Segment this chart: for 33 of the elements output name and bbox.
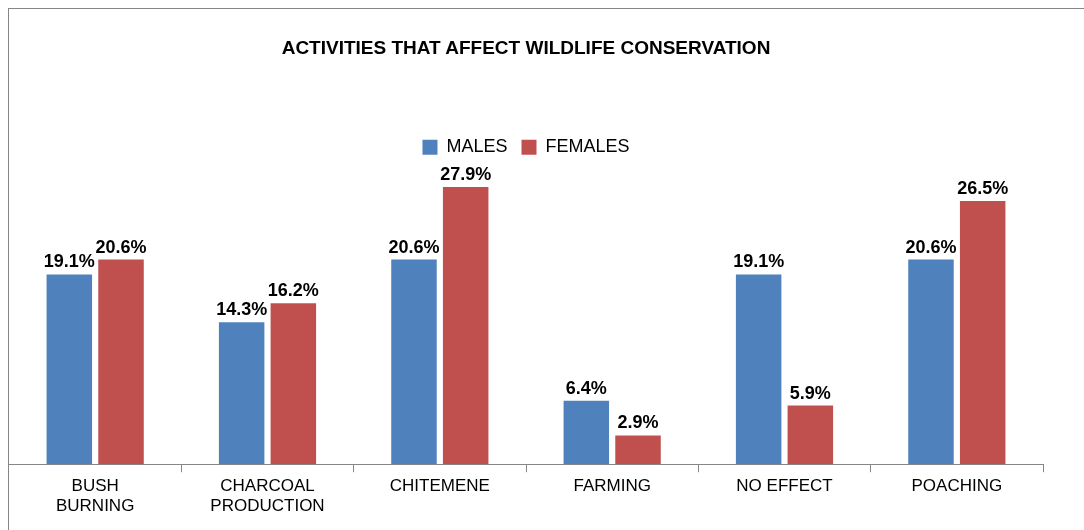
data-label: 20.6% bbox=[388, 236, 440, 257]
bar bbox=[442, 187, 489, 465]
data-label: 27.9% bbox=[440, 164, 492, 185]
data-label: 2.9% bbox=[617, 412, 659, 433]
data-label: 5.9% bbox=[789, 382, 831, 403]
legend-label: FEMALES bbox=[545, 136, 630, 157]
x-tick-label: CHARCOAL PRODUCTION bbox=[210, 476, 325, 516]
bar bbox=[787, 405, 834, 465]
data-label: 20.6% bbox=[95, 236, 147, 257]
bar bbox=[98, 259, 144, 465]
x-tick-label: NO EFFECT bbox=[736, 476, 833, 496]
data-label: 20.6% bbox=[905, 236, 957, 257]
x-tick-label: POACHING bbox=[911, 476, 1003, 496]
bar bbox=[563, 400, 610, 465]
bar bbox=[46, 274, 93, 465]
x-tick-label: BUSH BURNING bbox=[55, 476, 135, 516]
x-tick-label: CHITEMENE bbox=[389, 476, 490, 496]
data-label: 19.1% bbox=[733, 251, 785, 272]
data-label: 26.5% bbox=[957, 177, 1009, 198]
legend-label: MALES bbox=[446, 136, 508, 157]
bar bbox=[391, 259, 437, 465]
bar bbox=[270, 303, 317, 465]
bar bbox=[908, 259, 954, 465]
bar bbox=[735, 274, 782, 465]
bar bbox=[959, 200, 1006, 465]
bar bbox=[615, 435, 661, 465]
data-label: 16.2% bbox=[267, 280, 319, 301]
chart-title: ACTIVITIES THAT AFFECT WILDLIFE CONSERVATION bbox=[281, 36, 771, 58]
x-tick-label: FARMING bbox=[573, 476, 651, 496]
data-label: 19.1% bbox=[43, 251, 95, 272]
data-label: 14.3% bbox=[216, 299, 268, 320]
data-label: 6.4% bbox=[565, 377, 607, 398]
bar bbox=[218, 322, 265, 465]
